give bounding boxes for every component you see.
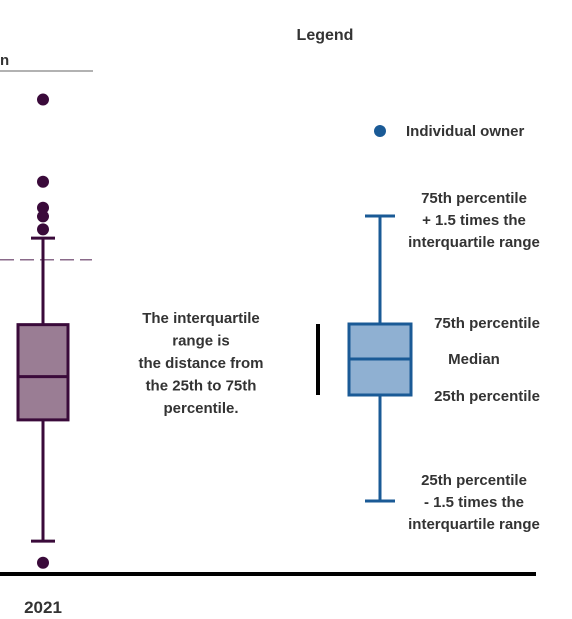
iqr-annotation-line: the distance from [138, 355, 263, 372]
outlier-point [37, 210, 49, 223]
legend-label-median: Median [448, 351, 500, 368]
legend-label-upper-whisker: 75th percentile + 1.5 times the interquart… [408, 190, 540, 251]
outlier-point [37, 201, 49, 214]
iqr-annotation-line: range is [172, 333, 230, 350]
legend-box-example [347, 214, 413, 503]
outlier-point [37, 556, 49, 569]
legend-dot-individual-owner [374, 125, 386, 137]
legend-label-q3: 75th percentile [434, 315, 540, 332]
iqr-annotation-line: the 25th to 75th [146, 378, 257, 395]
iqr-annotation: The interquartile range is the distance fr… [138, 310, 263, 417]
legend-label-lower-whisker: 25th percentile - 1.5 times the interquart… [408, 472, 540, 533]
iqr-box [16, 323, 70, 422]
legend-lower-label-line: - 1.5 times the [424, 494, 524, 511]
legend-upper-label-line: + 1.5 times the [422, 212, 526, 229]
iqr-annotation-line: The interquartile [142, 310, 260, 327]
legend-label-q1: 25th percentile [434, 388, 540, 405]
legend-upper-label-line: interquartile range [408, 234, 540, 251]
data-box-group [0, 93, 92, 569]
outlier-point [37, 93, 49, 106]
x-tick-label-2021: 2021 [24, 598, 62, 617]
iqr-annotation-line: percentile. [163, 400, 238, 417]
legend-lower-label-line: 25th percentile [421, 472, 527, 489]
legend-title: Legend [297, 27, 354, 44]
header-fragment: n [0, 52, 9, 69]
legend-label-individual-owner: Individual owner [406, 123, 525, 140]
outlier-point [37, 223, 49, 236]
legend-upper-label-line: 75th percentile [421, 190, 527, 207]
outlier-point [37, 175, 49, 188]
legend-lower-label-line: interquartile range [408, 516, 540, 533]
